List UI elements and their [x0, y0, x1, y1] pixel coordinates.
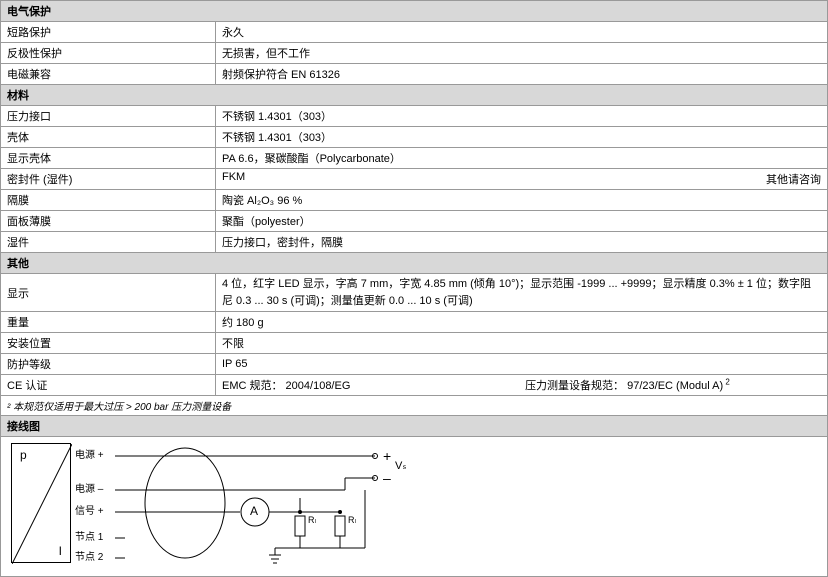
- header-text: 接线图: [1, 416, 828, 437]
- table-row: 显示壳体 PA 6.6，聚碳酸酯（Polycarbonate）: [1, 148, 828, 169]
- table-row: 显示 4 位，红字 LED 显示，字高 7 mm，字宽 4.85 mm (倾角 …: [1, 274, 828, 312]
- wiring-cell: p I 电源 + 电源 – 信号 + 节点 1 节点 2: [1, 437, 828, 577]
- row-value: 压力接口，密封件，隔膜: [216, 232, 828, 253]
- table-row: 压力接口 不锈钢 1.4301（303）: [1, 106, 828, 127]
- terminal-plus: +: [383, 448, 391, 464]
- section-header-elec: 电气保护: [1, 1, 828, 22]
- table-row: 反极性保护 无损害，但不工作: [1, 43, 828, 64]
- wiring-row: p I 电源 + 电源 – 信号 + 节点 1 节点 2: [1, 437, 828, 577]
- seal-note: 其他请咨询: [766, 171, 821, 187]
- header-text: 材料: [1, 85, 828, 106]
- table-row: 安装位置 不限: [1, 333, 828, 354]
- row-label: 壳体: [1, 127, 216, 148]
- table-row: 重量 约 180 g: [1, 312, 828, 333]
- pin-label: 电源 –: [71, 483, 115, 497]
- pin-label: 电源 +: [71, 449, 115, 463]
- sensor-i-label: I: [59, 544, 62, 558]
- table-row: 面板薄膜 聚酯（polyester）: [1, 211, 828, 232]
- row-label: 密封件 (湿件): [1, 169, 216, 190]
- row-value: 约 180 g: [216, 312, 828, 333]
- table-row: 湿件 压力接口，密封件，隔膜: [1, 232, 828, 253]
- terminal-vs: Vₛ: [395, 459, 406, 472]
- row-label: 压力接口: [1, 106, 216, 127]
- sensor-p-label: p: [20, 448, 27, 462]
- row-label: 面板薄膜: [1, 211, 216, 232]
- row-value: 不锈钢 1.4301（303）: [216, 127, 828, 148]
- row-label: 反极性保护: [1, 43, 216, 64]
- rl1-label: Rₗ: [308, 515, 316, 526]
- row-label: 安装位置: [1, 333, 216, 354]
- seal-value: FKM: [222, 171, 245, 183]
- pin-label: 信号 +: [71, 505, 115, 519]
- row-value: 陶瓷 Al₂O₃ 96 %: [216, 190, 828, 211]
- footnote-text: ² 本规范仅适用于最大过压 > 200 bar 压力测量设备: [1, 396, 828, 416]
- footnote-row: ² 本规范仅适用于最大过压 > 200 bar 压力测量设备: [1, 396, 828, 416]
- row-label: 湿件: [1, 232, 216, 253]
- ce-emc: EMC 规范： 2004/108/EG: [222, 377, 522, 393]
- table-row: 防护等级 IP 65: [1, 354, 828, 375]
- row-label: 显示壳体: [1, 148, 216, 169]
- row-value: 不限: [216, 333, 828, 354]
- header-text: 电气保护: [1, 1, 828, 22]
- section-header-wiring: 接线图: [1, 416, 828, 437]
- row-value: 射频保护符合 EN 61326: [216, 64, 828, 85]
- sensor-block: p I: [11, 443, 71, 563]
- row-value: 永久: [216, 22, 828, 43]
- row-value: 无损害，但不工作: [216, 43, 828, 64]
- pin-label: 节点 1: [71, 531, 115, 545]
- pin-labels: 电源 + 电源 – 信号 + 节点 1 节点 2: [71, 443, 115, 565]
- row-value: 聚酯（polyester）: [216, 211, 828, 232]
- row-label: CE 认证: [1, 375, 216, 396]
- table-row: 壳体 不锈钢 1.4301（303）: [1, 127, 828, 148]
- section-header-other: 其他: [1, 253, 828, 274]
- row-value: PA 6.6，聚碳酸酯（Polycarbonate）: [216, 148, 828, 169]
- spec-table: 电气保护 短路保护 永久 反极性保护 无损害，但不工作 电磁兼容 射频保护符合 …: [0, 0, 828, 577]
- table-row: 隔膜 陶瓷 Al₂O₃ 96 %: [1, 190, 828, 211]
- terminal-minus: –: [383, 470, 391, 486]
- ammeter-label: A: [250, 504, 258, 518]
- section-header-material: 材料: [1, 85, 828, 106]
- row-value: 4 位，红字 LED 显示，字高 7 mm，字宽 4.85 mm (倾角 10°…: [216, 274, 828, 312]
- row-value: IP 65: [216, 354, 828, 375]
- ce-pressure: 压力测量设备规范： 97/23/EC (Modul A) 2: [525, 380, 730, 392]
- row-label: 重量: [1, 312, 216, 333]
- pin-label: 节点 2: [71, 551, 115, 565]
- row-label: 防护等级: [1, 354, 216, 375]
- header-text: 其他: [1, 253, 828, 274]
- circuit-diagram: + Vₛ – A Rₗ Rₗ: [115, 443, 425, 568]
- row-label: 短路保护: [1, 22, 216, 43]
- row-value: 不锈钢 1.4301（303）: [216, 106, 828, 127]
- row-value: EMC 规范： 2004/108/EG 压力测量设备规范： 97/23/EC (…: [216, 375, 828, 396]
- table-row: 短路保护 永久: [1, 22, 828, 43]
- row-value: FKM 其他请咨询: [216, 169, 828, 190]
- rl2-label: Rₗ: [348, 515, 356, 526]
- table-row-seal: 密封件 (湿件) FKM 其他请咨询: [1, 169, 828, 190]
- row-label: 电磁兼容: [1, 64, 216, 85]
- table-row: 电磁兼容 射频保护符合 EN 61326: [1, 64, 828, 85]
- row-label: 显示: [1, 274, 216, 312]
- table-row-ce: CE 认证 EMC 规范： 2004/108/EG 压力测量设备规范： 97/2…: [1, 375, 828, 396]
- row-label: 隔膜: [1, 190, 216, 211]
